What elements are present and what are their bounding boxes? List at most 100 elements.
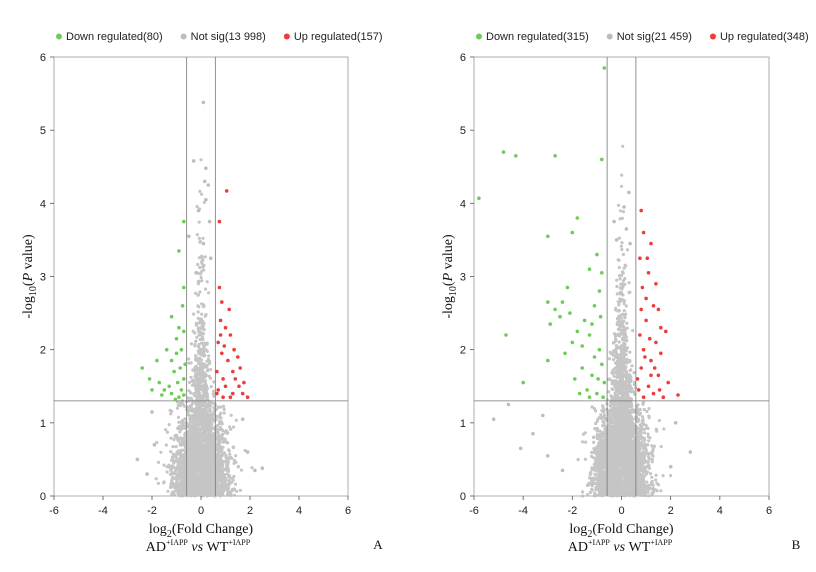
not-sig-cloud-point	[616, 300, 620, 304]
not-sig-cloud-point	[615, 292, 619, 296]
not-sig-cloud-point	[213, 493, 217, 497]
x-axis-label-sub: 2	[167, 529, 172, 540]
not-sig-cloud-point	[202, 304, 206, 308]
x-tick-label: 0	[198, 505, 204, 517]
not-sig-cloud-point	[639, 431, 643, 435]
not-sig-cloud-point	[651, 483, 655, 487]
not-sig-cloud-point	[194, 291, 198, 295]
not-sig-cloud-point	[206, 469, 210, 473]
not-sig-cloud-point	[234, 418, 238, 422]
not-sig-cloud-point	[594, 481, 599, 485]
not-sig-cloud-point	[190, 482, 194, 487]
not-sig-cloud-point	[200, 434, 204, 438]
not-sig-cloud-point	[199, 350, 203, 354]
not-sig-cloud-point	[221, 437, 225, 441]
not-sig-cloud-point	[218, 435, 222, 439]
data-point	[179, 388, 184, 392]
not-sig-cloud-point	[173, 471, 177, 476]
not-sig-cloud-point	[619, 445, 623, 449]
data-point	[182, 393, 186, 397]
not-sig-cloud-point	[197, 279, 201, 283]
not-sig-cloud-point	[176, 403, 180, 407]
not-sig-cloud-point	[588, 491, 592, 495]
not-sig-cloud-point	[640, 428, 644, 432]
not-sig-cloud-point	[617, 236, 622, 240]
not-sig-cloud-point	[232, 474, 236, 479]
not-sig-cloud-point	[206, 368, 210, 372]
data-point	[216, 340, 220, 345]
data-point	[194, 271, 198, 275]
data-point	[204, 166, 208, 170]
not-sig-cloud-point	[190, 441, 194, 445]
not-sig-cloud-point	[203, 451, 207, 455]
not-sig-cloud-point	[207, 428, 211, 432]
not-sig-cloud-point	[194, 412, 198, 416]
x-axis-label-suffix: (Fold Change)	[172, 522, 254, 537]
not-sig-cloud-point	[641, 450, 645, 454]
not-sig-cloud-point	[243, 448, 247, 453]
not-sig-cloud-point	[192, 312, 196, 316]
panel-title: AD+IAPP vs WT+IAPP	[146, 538, 251, 555]
not-sig-cloud-point	[609, 394, 613, 398]
not-sig-cloud-point	[224, 454, 228, 458]
not-sig-cloud-point	[180, 485, 184, 489]
not-sig-cloud-point	[189, 414, 194, 418]
not-sig-cloud-point	[177, 425, 181, 429]
data-point	[215, 391, 219, 396]
not-sig-cloud-point	[204, 436, 208, 440]
not-sig-cloud-point	[617, 340, 621, 344]
not-sig-cloud-point	[198, 418, 202, 423]
not-sig-cloud-point	[156, 481, 160, 485]
not-sig-cloud-point	[207, 354, 211, 358]
not-sig-cloud-point	[208, 476, 212, 480]
x-tick-label: 2	[247, 505, 253, 517]
data-point	[232, 347, 236, 352]
data-point	[218, 318, 223, 323]
not-sig-cloud-point	[155, 440, 159, 445]
not-sig-cloud-point	[159, 450, 163, 454]
not-sig-cloud-point	[211, 477, 215, 481]
x-tick-label: -2	[147, 505, 157, 517]
not-sig-cloud-point	[188, 471, 192, 475]
not-sig-cloud-point	[581, 490, 585, 494]
data-point	[182, 219, 186, 224]
data-point	[191, 159, 196, 163]
not-sig-cloud-point	[622, 309, 626, 313]
not-sig-cloud-point	[204, 403, 208, 407]
not-sig-cloud-point	[165, 470, 169, 474]
not-sig-cloud-point	[206, 395, 210, 399]
not-sig-cloud-point	[208, 471, 212, 476]
not-sig-cloud-point	[226, 457, 230, 462]
data-point	[220, 300, 224, 304]
not-sig-cloud-point	[169, 481, 173, 486]
not-sig-cloud-point	[170, 492, 174, 496]
not-sig-cloud-point	[194, 339, 198, 343]
not-sig-cloud-point	[201, 484, 205, 488]
not-sig-cloud-point	[210, 453, 214, 457]
not-sig-cloud-point	[620, 321, 624, 326]
not-sig-cloud-point	[210, 447, 214, 452]
not-sig-cloud-point	[201, 332, 206, 336]
not-sig-cloud-point	[192, 463, 197, 467]
not-sig-cloud-point	[211, 445, 215, 449]
not-sig-cloud-point	[215, 414, 219, 418]
not-sig-cloud-point	[200, 192, 204, 196]
not-sig-cloud-point	[175, 466, 179, 470]
not-sig-cloud-point	[228, 481, 232, 485]
data-point	[236, 355, 240, 359]
not-sig-cloud-point	[197, 392, 202, 397]
not-sig-cloud-point	[189, 474, 193, 478]
not-sig-cloud-point	[196, 349, 200, 353]
not-sig-cloud-point	[178, 470, 183, 474]
not-sig-cloud-point	[619, 244, 623, 248]
not-sig-cloud-point	[199, 275, 203, 280]
not-sig-cloud-point	[164, 428, 168, 432]
data-point	[173, 397, 178, 402]
not-sig-cloud-point	[206, 456, 210, 460]
data-point	[260, 466, 265, 471]
not-sig-cloud-point	[250, 466, 254, 470]
data-point	[233, 377, 238, 381]
data-point	[147, 377, 152, 381]
data-point	[245, 395, 250, 400]
not-sig-cloud-point	[595, 429, 599, 433]
